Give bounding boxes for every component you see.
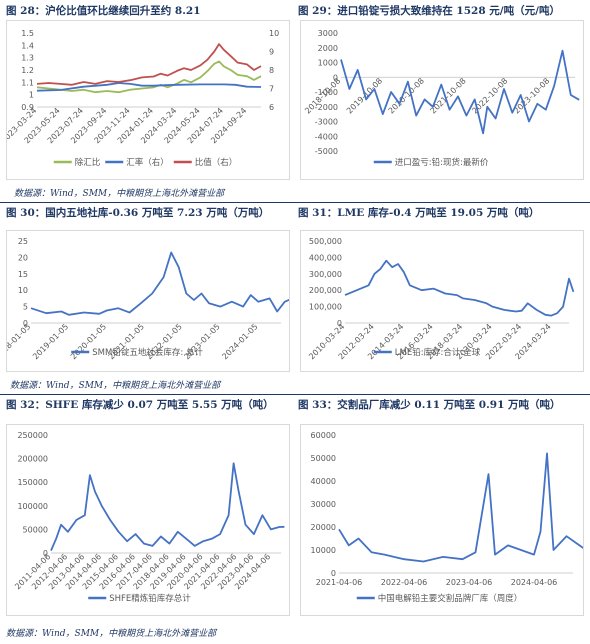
legend-label: 汇率（右） — [126, 157, 169, 168]
y-tick-label: 1.2 — [21, 66, 34, 75]
source-note-3: 数据源：Wind，SMM，中粮期货上海北外滩营业部 — [6, 629, 217, 639]
x-tick-label: 2024-01-05 — [220, 322, 259, 361]
y-tick-label: 250000 — [17, 431, 48, 440]
x-tick-label: 2021-04-06 — [316, 578, 363, 587]
y-tick-label: 300,000 — [309, 270, 342, 279]
y-tick-label: 50000 — [23, 525, 48, 534]
caption-33: 图 33：交割品厂库减少 0.11 万吨至 0.91 万吨（吨） — [298, 399, 561, 411]
source-note-2: 数据源：Wind，SMM，中粮期货上海北外滩营业部 — [10, 381, 221, 391]
y-right-tick-label: 10 — [269, 29, 279, 38]
divider-1 — [0, 202, 590, 203]
y-tick-label: 1.3 — [21, 54, 34, 63]
y-tick-label: 1.1 — [21, 78, 34, 87]
chart-panel-31: 500,000 400,000 300,000 200,000 100,000 0 2010… — [300, 230, 584, 372]
chart-panel-33: 60000 50000 40000 30000 20000 10000 0 2021-04-0… — [300, 424, 584, 616]
y-right-tick-label: 8 — [269, 66, 274, 75]
y-tick-label: 100,000 — [309, 303, 342, 312]
legend-label: SHFE精炼铅库存总计 — [109, 593, 191, 604]
y-tick-label: 60000 — [311, 431, 336, 440]
caption-28: 图 28：沪伦比值环比继续回升至约 8.21 — [6, 5, 201, 17]
y-tick-label: 30000 — [311, 500, 336, 509]
y-tick-label: 1.4 — [21, 41, 34, 50]
y-tick-label: -1000 — [315, 88, 338, 97]
y-tick-label: 150000 — [17, 478, 48, 487]
legend-label: 比值（右） — [195, 157, 238, 168]
caption-30: 图 30：国内五地社库-0.36 万吨至 7.23 万吨（万吨） — [6, 207, 270, 219]
y-tick-label: 1000 — [318, 59, 338, 68]
y-tick-label: 200000 — [17, 455, 48, 464]
caption-32: 图 32：SHFE 库存减少 0.07 万吨至 5.55 万吨（吨） — [6, 399, 274, 411]
x-tick-label: 2018-01-05 — [7, 322, 32, 361]
y-right-tick-label: 7 — [269, 85, 274, 94]
series-line-c32-0 — [50, 462, 285, 551]
y-tick-label: -2000 — [315, 103, 338, 112]
chart-29-svg: 3000 2000 1000 0 -1000 -2000 -3000 -4000 -5000 20… — [303, 29, 580, 168]
y-tick-label: 1.5 — [21, 29, 34, 38]
y-tick-label: 0 — [337, 319, 342, 328]
y-tick-label: 10000 — [311, 546, 336, 555]
legend-label: SMM铅锭五地社会库存: 总计 — [92, 347, 203, 358]
legend-label: 除汇比 — [75, 157, 101, 168]
x-tick-label: 2019-01-05 — [31, 322, 70, 361]
y-tick-label: 0 — [23, 319, 28, 328]
y-tick-label: 0.9 — [21, 103, 34, 112]
y-tick-label: 5 — [23, 303, 28, 312]
y-tick-label: 0 — [333, 73, 338, 82]
y-tick-label: 20000 — [311, 523, 336, 532]
y-tick-label: 400,000 — [309, 253, 342, 262]
chart-28-svg: 1.51.41.31.21.110.91098762023-03-242023-… — [7, 29, 279, 168]
y-right-tick-label: 9 — [269, 48, 274, 57]
y-tick-label: 200,000 — [309, 286, 342, 295]
series-line-c29-0 — [340, 49, 580, 135]
x-tick-label: 2023-04-06 — [446, 578, 493, 587]
series-line-c30-0 — [30, 251, 289, 316]
chart-panel-29: 3000 2000 1000 0 -1000 -2000 -3000 -4000 -5000 20… — [300, 20, 584, 180]
legend-label: 中国电解铅主要交割品牌厂库（周度） — [378, 593, 523, 604]
series-line-c31-0 — [344, 259, 575, 317]
y-tick-label: 3000 — [318, 29, 338, 38]
x-tick-label: 2021-10-08 — [429, 76, 468, 115]
chart-panel-30: 25 20 15 10 5 0 2018-01-05 2019-01-05 2020-01-05… — [6, 230, 290, 372]
series-line-c28-1 — [36, 82, 262, 92]
y-tick-label: 0 — [43, 549, 48, 558]
series-line-c28-2 — [36, 43, 262, 86]
series-line-c33-0 — [338, 452, 583, 563]
chart-panel-28: 1.5 1.4 1.3 1.2 1.1 1 0.9 10 9 8 7 6 2023-03-24 2023-… — [6, 20, 290, 180]
chart-32-svg: 2500002000001500001000005000002011-04-06… — [13, 431, 285, 604]
y-tick-label: -5000 — [315, 147, 338, 156]
y-tick-label: 10 — [18, 286, 28, 295]
y-tick-label: 50000 — [311, 454, 336, 463]
y-tick-label: 100000 — [17, 502, 48, 511]
chart-31-svg: 500,000400,000300,000200,000100,00002010… — [307, 237, 575, 361]
y-tick-label: 1 — [29, 91, 34, 100]
x-tick-label: 2022-04-06 — [381, 578, 428, 587]
legend-label: 进口盈亏:铅:现货:最新价 — [395, 157, 489, 168]
y-tick-label: 15 — [18, 270, 28, 279]
source-note-1: 数据源：Wind，SMM，中粮期货上海北外滩营业部 — [14, 189, 225, 199]
legend-label: LME铅:库存:合计:全球 — [395, 347, 481, 358]
caption-31: 图 31：LME 库存-0.4 万吨至 19.05 万吨（吨） — [298, 207, 540, 219]
y-tick-label: 500,000 — [309, 237, 342, 246]
y-right-tick-label: 6 — [269, 103, 274, 112]
chart-33-svg: 60000 50000 40000 30000 20000 10000 02021-04-0… — [311, 431, 583, 604]
y-tick-label: 20 — [18, 253, 28, 262]
divider-2 — [0, 394, 590, 395]
caption-29: 图 29：进口铅锭亏损大致维持在 1528 元/吨（元/吨） — [298, 5, 560, 17]
y-tick-label: 40000 — [311, 477, 336, 486]
chart-30-svg: 25201510502018-01-052019-01-052020-01-05… — [7, 237, 289, 361]
y-tick-label: 0 — [331, 569, 336, 578]
y-tick-label: -3000 — [315, 118, 338, 127]
x-tick-label: 2024-04-06 — [511, 578, 558, 587]
y-tick-label: 2000 — [318, 44, 338, 53]
chart-panel-32: 250000 200000 150000 100000 50000 0 2011-04-06… — [6, 424, 290, 616]
y-tick-label: 25 — [18, 237, 28, 246]
y-tick-label: -4000 — [315, 132, 338, 141]
